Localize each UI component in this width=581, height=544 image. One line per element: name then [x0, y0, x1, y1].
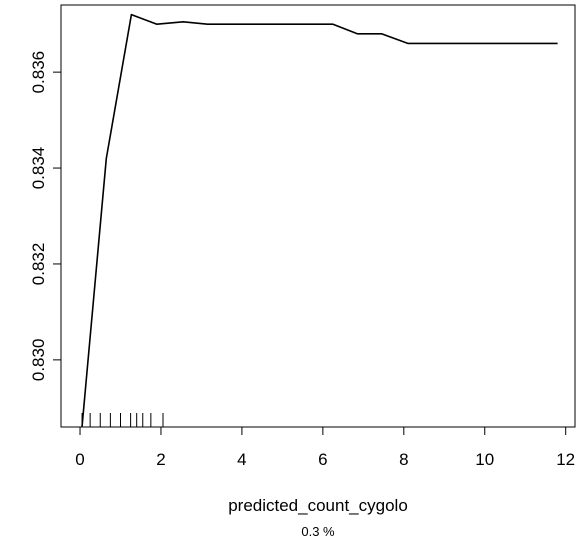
y-tick-label: 0.832 [29, 243, 48, 286]
y-tick-label: 0.834 [29, 147, 48, 190]
x-tick-label: 8 [399, 450, 408, 469]
x-axis: 0 2 4 6 8 10 12 [75, 426, 575, 469]
x-tick-label: 0 [75, 450, 84, 469]
subtitle: 0.3 % [301, 524, 335, 539]
series-line [81, 13, 558, 428]
x-tick-label: 12 [556, 450, 575, 469]
rug-layer [81, 413, 164, 427]
x-axis-title: predicted_count_cygolo [228, 496, 408, 515]
x-tick-label: 10 [475, 450, 494, 469]
y-tick-label: 0.836 [29, 51, 48, 94]
x-tick-label: 2 [156, 450, 165, 469]
plot-box [60, 4, 576, 428]
series-layer [81, 13, 558, 428]
y-tick-label: 0.830 [29, 339, 48, 382]
x-tick-label: 6 [318, 450, 327, 469]
x-tick-label: 4 [237, 450, 246, 469]
y-axis: 0.830 0.832 0.834 0.836 [29, 51, 62, 382]
